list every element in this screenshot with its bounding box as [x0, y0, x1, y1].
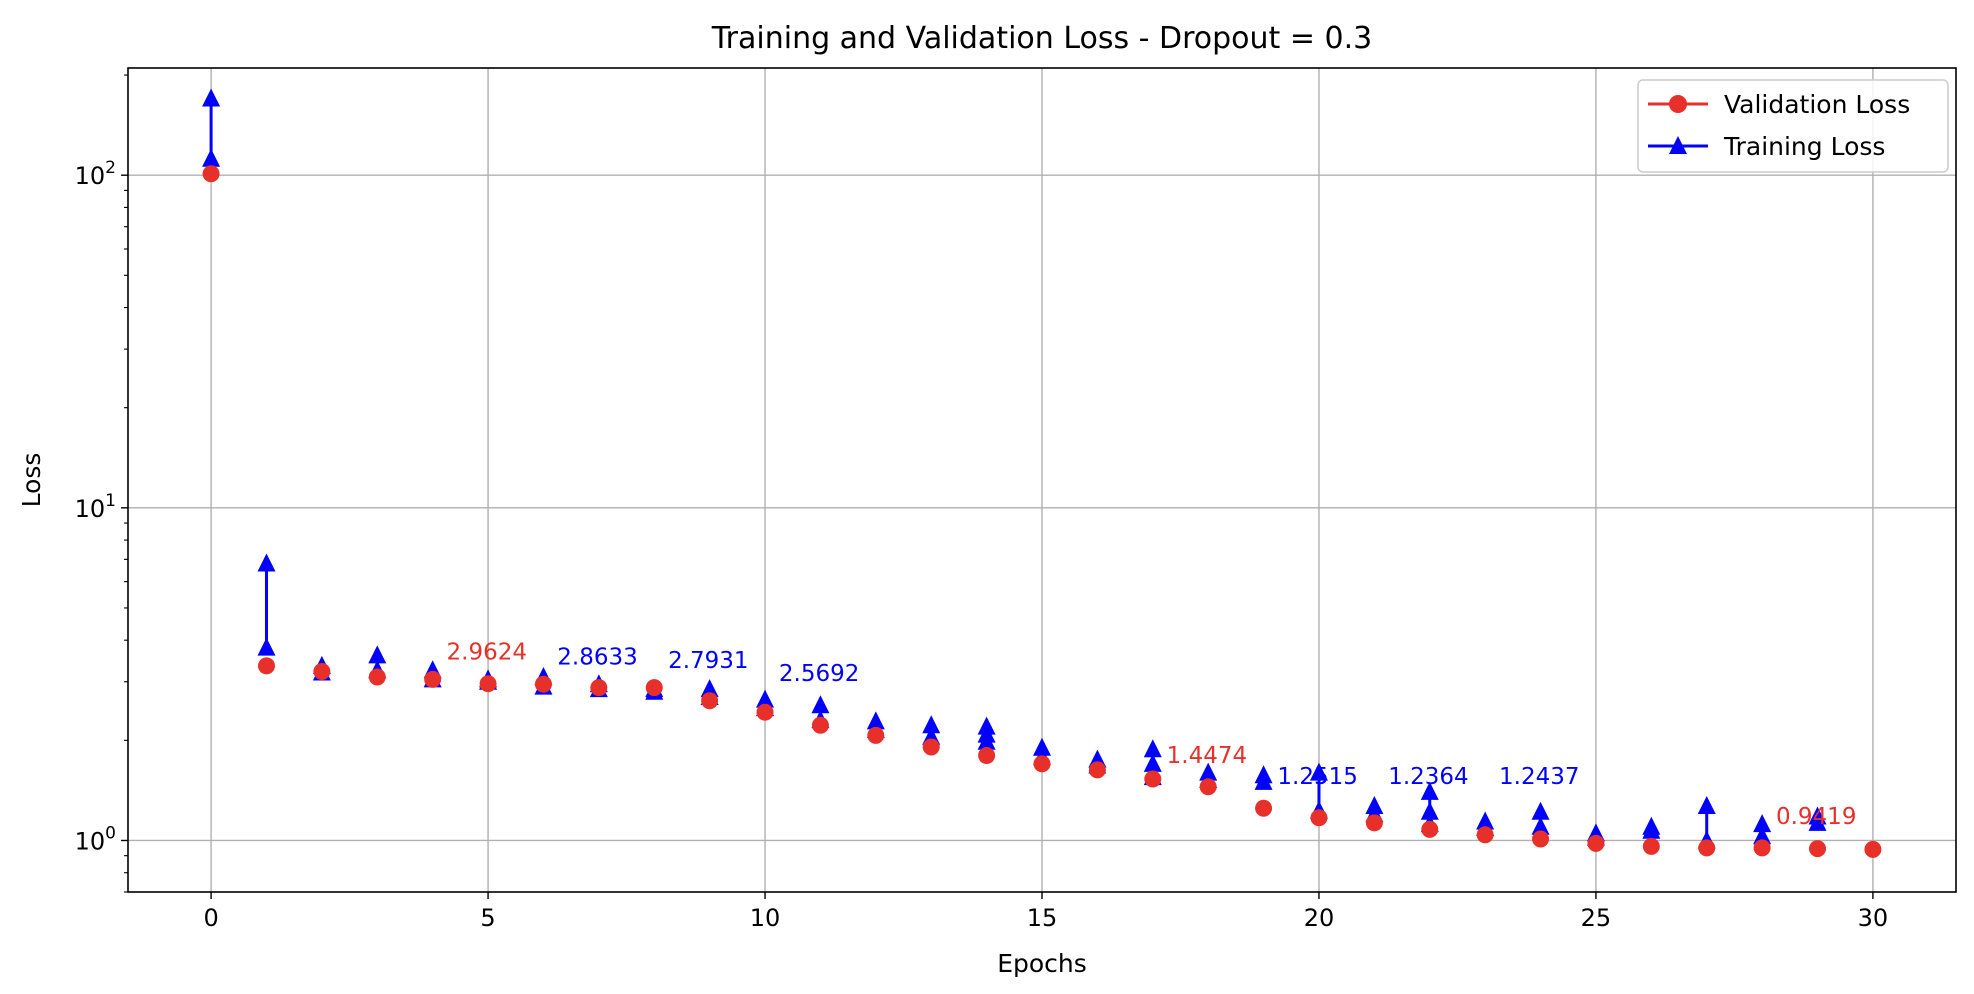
- training-loss-marker: [1531, 816, 1550, 835]
- x-tick-label: 25: [1581, 904, 1612, 932]
- training-loss-marker: [1199, 762, 1218, 781]
- validation-loss-marker: [257, 657, 275, 675]
- validation-loss-marker: [701, 692, 719, 710]
- x-tick-label: 15: [1027, 904, 1058, 932]
- validation-loss-marker: [1199, 778, 1217, 796]
- x-tick-label: 5: [480, 904, 495, 932]
- validation-loss-marker: [811, 716, 829, 734]
- validation-loss-marker: [756, 703, 774, 721]
- training-loss-marker: [1808, 806, 1827, 825]
- training-loss-marker: [700, 679, 719, 698]
- tick-layer: 0 5 10 15 20 25 30 100 101 102: [75, 74, 1889, 932]
- legend-label-validation: Validation Loss: [1724, 90, 1910, 119]
- validation-loss-marker: [1809, 840, 1827, 858]
- training-loss-marker: [1143, 753, 1162, 772]
- training-loss-marker: [1531, 801, 1550, 820]
- training-loss-marker: [1033, 737, 1051, 756]
- annotation-layer: 2.9624 2.8633 2.7931 2.5692 1.4474 1.2515 1.23…: [447, 639, 1857, 830]
- training-loss-marker: [1365, 795, 1384, 814]
- grid-layer: [128, 68, 1956, 892]
- training-loss-marker: [202, 148, 221, 167]
- data-annotation: 1.4474: [1167, 743, 1247, 769]
- y-tick-label: 100: [75, 823, 116, 855]
- validation-loss-marker: [1421, 820, 1439, 838]
- validation-loss-marker: [1365, 814, 1383, 832]
- validation-loss-marker: [1310, 809, 1328, 827]
- x-tick-label: 20: [1304, 904, 1335, 932]
- validation-loss-marker: [1642, 837, 1660, 855]
- training-loss-marker: [368, 645, 387, 664]
- validation-loss-marker: [1753, 839, 1771, 857]
- data-annotation: 2.7931: [668, 648, 748, 674]
- legend-marker-validation: [1669, 95, 1687, 113]
- legend: Validation Loss Training Loss: [1637, 79, 1949, 173]
- data-annotation: 2.9624: [447, 639, 527, 665]
- validation-loss-marker: [1033, 755, 1051, 773]
- data-annotation: 1.2437: [1499, 764, 1579, 790]
- training-loss-marker: [202, 88, 221, 107]
- validation-loss-marker: [1587, 834, 1605, 852]
- validation-loss-marker: [479, 675, 497, 693]
- legend-marker-training: [1669, 136, 1687, 154]
- validation-loss-marker: [590, 679, 608, 697]
- training-loss-marker: [811, 695, 830, 714]
- training-loss-marker: [1642, 816, 1661, 835]
- data-annotation: 0.9419: [1776, 804, 1856, 830]
- training-loss-marker: [922, 715, 941, 734]
- validation-loss-marker: [313, 663, 331, 681]
- data-annotation: 1.2364: [1388, 764, 1468, 790]
- training-loss-marker: [1254, 765, 1273, 784]
- validation-loss-marker: [1088, 761, 1106, 779]
- validation-loss-marker: [978, 747, 996, 765]
- validation-loss-marker: [1476, 826, 1494, 844]
- training-loss-marker: [1753, 826, 1772, 845]
- validation-loss-marker: [1255, 799, 1273, 817]
- y-axis-label: Loss: [17, 453, 46, 508]
- validation-loss-marker: [1532, 830, 1550, 848]
- validation-loss-marker: [368, 668, 386, 686]
- validation-loss-marker: [645, 679, 663, 697]
- data-annotation: 2.8633: [557, 645, 637, 671]
- validation-loss-marker: [1864, 840, 1882, 858]
- x-tick-label: 30: [1858, 904, 1889, 932]
- validation-loss-marker: [867, 726, 885, 744]
- validation-loss-marker: [202, 165, 220, 183]
- series-layer: [202, 88, 1882, 858]
- training-loss-marker: [756, 689, 775, 708]
- training-loss-marker: [1753, 814, 1772, 833]
- validation-loss-marker: [922, 738, 940, 756]
- legend-label-training: Training Loss: [1723, 132, 1885, 161]
- y-tick-label: 101: [75, 491, 116, 523]
- legend-box: [1637, 79, 1949, 173]
- training-loss-marker: [1697, 795, 1716, 814]
- data-annotation: 2.5692: [779, 661, 859, 687]
- training-loss-marker: [1476, 811, 1495, 830]
- training-loss-marker: [1309, 762, 1328, 781]
- x-tick-label: 0: [203, 904, 218, 932]
- validation-loss-marker: [534, 675, 552, 693]
- x-axis-label: Epochs: [997, 949, 1087, 978]
- training-loss-marker: [1420, 781, 1439, 800]
- x-tick-label: 10: [750, 904, 781, 932]
- training-loss-marker: [257, 637, 276, 656]
- training-loss-marker: [866, 711, 885, 730]
- validation-loss-marker: [1698, 839, 1716, 857]
- data-annotation: 1.2515: [1277, 764, 1357, 790]
- training-loss-marker: [257, 553, 276, 572]
- chart-title: Training and Validation Loss - Dropout =…: [711, 21, 1372, 56]
- training-loss-marker: [1420, 801, 1439, 820]
- training-loss-marker: [1143, 739, 1162, 758]
- training-loss-marker: [977, 716, 996, 735]
- validation-loss-marker: [424, 670, 442, 688]
- y-tick-label: 102: [75, 158, 116, 190]
- validation-loss-marker: [1144, 770, 1162, 788]
